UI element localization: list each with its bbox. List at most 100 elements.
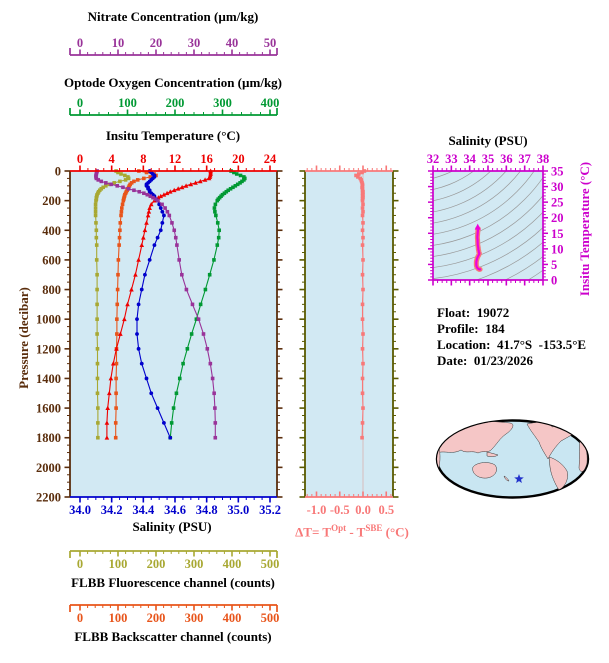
tick-label: 10: [551, 242, 564, 256]
tick-label: 24: [264, 152, 277, 166]
data-marker: [121, 198, 126, 203]
data-marker: [132, 179, 136, 184]
data-marker: [120, 206, 124, 210]
data-marker: [94, 221, 98, 225]
tick-label: 10: [112, 36, 125, 50]
data-marker: [156, 198, 160, 203]
data-marker: [126, 186, 131, 191]
data-marker: [198, 302, 203, 307]
data-marker: [145, 212, 151, 218]
data-marker: [212, 206, 217, 210]
data-marker: [185, 347, 190, 351]
tick-label: 0: [55, 165, 61, 179]
data-marker: [117, 243, 121, 247]
data-marker: [147, 205, 152, 210]
data-marker: [93, 206, 98, 210]
data-marker: [96, 406, 100, 410]
data-marker: [93, 213, 98, 218]
tick-label: 200: [42, 194, 61, 208]
data-marker: [95, 302, 99, 307]
tick-label: 36: [500, 152, 513, 166]
data-marker: [139, 242, 145, 247]
data-marker: [360, 170, 364, 175]
data-marker: [94, 228, 99, 233]
tick-label: 35: [482, 152, 495, 166]
data-marker: [94, 235, 99, 240]
tick-label: 20: [232, 152, 245, 166]
data-marker: [175, 186, 181, 191]
data-marker: [242, 178, 246, 182]
data-marker: [106, 390, 112, 396]
ts-curve: [473, 223, 483, 272]
data-marker: [93, 202, 98, 207]
delta-axis-right: [392, 170, 399, 498]
data-marker: [169, 421, 174, 425]
data-marker: [180, 272, 184, 277]
delta-t-sup-sbe: SBE: [365, 523, 383, 533]
oxygen-axis-title: Optode Oxygen Concentration (µm/kg): [63, 75, 283, 90]
oxygen-curve: [168, 169, 247, 440]
data-marker: [361, 235, 365, 240]
data-marker: [139, 361, 144, 366]
data-marker: [93, 209, 98, 214]
delta-t-label-mid: - T: [346, 524, 366, 540]
data-marker: [361, 202, 365, 207]
tick-label: 50: [264, 36, 277, 50]
tick-label: 100: [118, 96, 137, 110]
data-marker: [216, 235, 221, 240]
ts-temperature-axis-title: Insitu Temperature (°C): [577, 161, 592, 297]
tick-label: 1400: [36, 372, 61, 386]
data-marker: [206, 175, 212, 181]
oxygen-scalebar: 0 100 200 300 400: [69, 96, 279, 116]
data-marker: [113, 435, 118, 440]
data-marker: [361, 287, 365, 292]
data-marker: [142, 191, 146, 196]
data-marker: [157, 202, 162, 207]
data-marker: [189, 332, 194, 336]
backscatter-scalebar: 0 100 200 300 400 500: [69, 604, 279, 625]
tick-label: 15: [551, 227, 564, 241]
pressure-axis-right: [276, 170, 283, 498]
data-marker: [116, 170, 120, 175]
tick-label: 34.4: [132, 503, 155, 517]
tick-label: 400: [223, 557, 242, 571]
data-marker: [162, 213, 166, 218]
data-marker: [95, 317, 99, 321]
tick-label: 35.0: [227, 503, 249, 517]
data-marker: [240, 179, 244, 184]
data-marker: [164, 190, 170, 196]
data-marker: [151, 195, 155, 200]
tick-label: 25: [551, 196, 564, 210]
fluorescence-curve: [93, 169, 131, 440]
ts-salinity-axis: 32 33 34 35 36 37 38: [427, 152, 549, 172]
data-marker: [361, 209, 365, 214]
tick-label: 300: [213, 96, 232, 110]
tick-label: 34.8: [196, 503, 218, 517]
data-marker: [148, 175, 153, 179]
tick-label: 0.0: [355, 503, 371, 517]
data-marker: [139, 287, 144, 292]
data-marker: [116, 272, 120, 277]
data-marker: [228, 186, 233, 191]
tick-label: -1.0: [307, 503, 327, 517]
data-marker: [95, 287, 99, 292]
tick-label: 1800: [36, 431, 61, 445]
data-marker: [152, 243, 157, 247]
data-marker: [118, 331, 123, 336]
delta-t-sup-opt: Opt: [331, 523, 347, 533]
tick-label: 1200: [36, 342, 61, 356]
data-marker: [95, 376, 100, 381]
tick-label: 34.0: [69, 503, 91, 517]
data-marker: [96, 421, 100, 425]
data-marker: [232, 170, 236, 175]
tick-label: 2200: [36, 491, 61, 505]
data-marker: [356, 175, 360, 179]
data-marker: [122, 316, 127, 322]
tick-label: 16: [200, 152, 213, 166]
data-marker: [354, 173, 358, 178]
data-marker: [117, 235, 122, 240]
data-marker: [238, 173, 243, 178]
data-marker: [114, 346, 119, 351]
